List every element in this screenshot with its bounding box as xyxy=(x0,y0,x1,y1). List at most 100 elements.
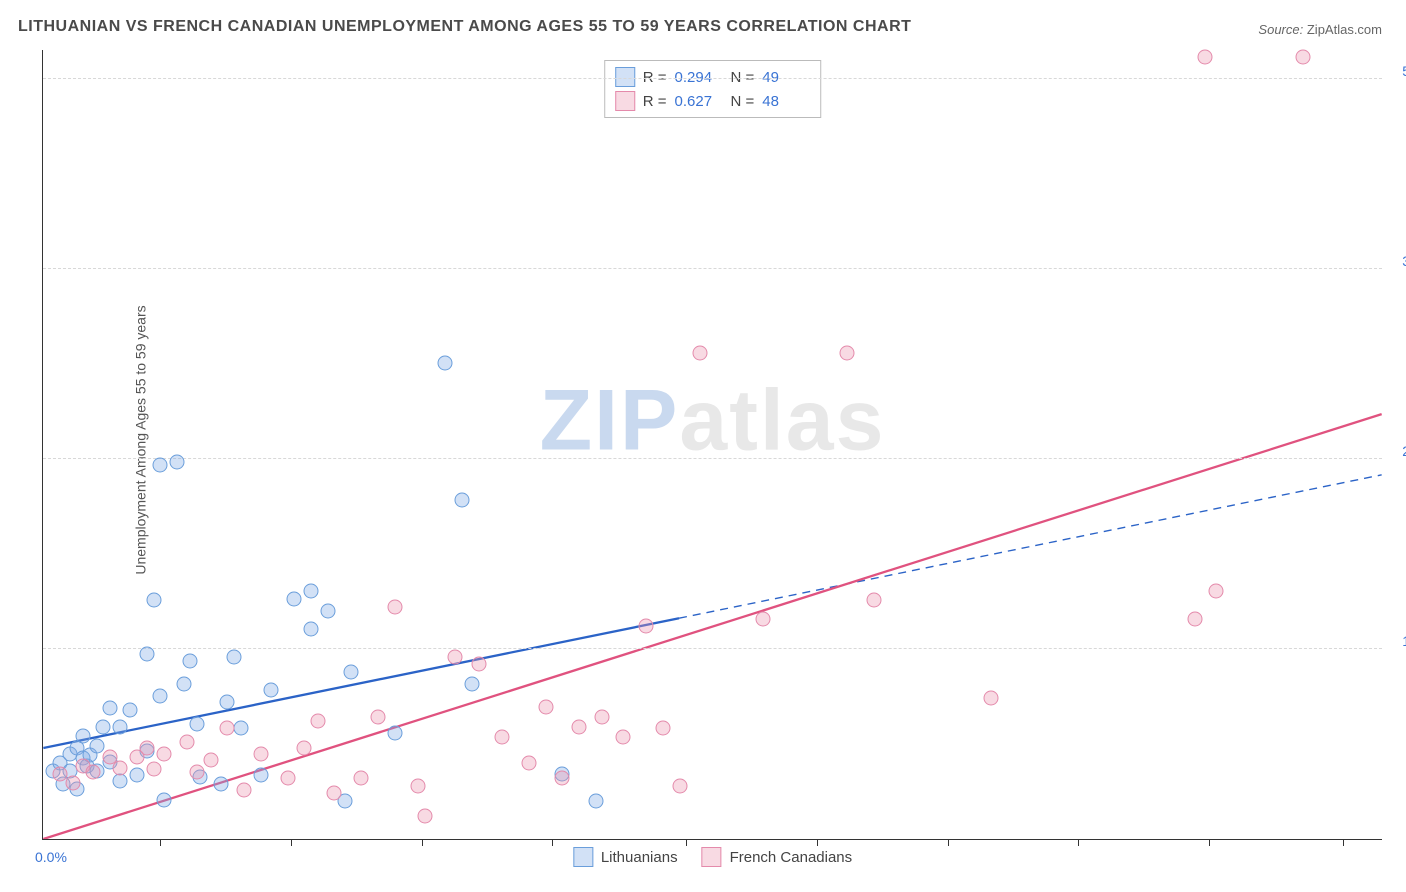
data-point xyxy=(521,756,536,771)
stats-legend: R = 0.294 N = 49 R = 0.627 N = 48 xyxy=(604,60,822,118)
r-label: R = xyxy=(643,93,667,110)
data-point xyxy=(76,728,91,743)
data-point xyxy=(438,356,453,371)
data-point xyxy=(494,730,509,745)
chart-title: LITHUANIAN VS FRENCH CANADIAN UNEMPLOYME… xyxy=(18,18,911,36)
data-point xyxy=(203,753,218,768)
legend-item: French Canadians xyxy=(702,847,853,867)
legend-label: French Canadians xyxy=(730,849,853,866)
source-attribution: Source: ZipAtlas.com xyxy=(1258,22,1382,37)
data-point xyxy=(226,649,241,664)
n-label: N = xyxy=(731,93,755,110)
data-point xyxy=(639,619,654,634)
x-tick xyxy=(686,839,687,846)
data-point xyxy=(176,677,191,692)
data-point xyxy=(692,345,707,360)
n-value: 48 xyxy=(762,93,810,110)
data-point xyxy=(387,725,402,740)
data-point xyxy=(253,768,268,783)
data-point xyxy=(310,713,325,728)
legend-swatch xyxy=(573,847,593,867)
data-point xyxy=(756,611,771,626)
n-value: 49 xyxy=(762,69,810,86)
r-value: 0.627 xyxy=(675,93,723,110)
x-tick xyxy=(817,839,818,846)
data-point xyxy=(220,695,235,710)
x-tick xyxy=(160,839,161,846)
data-point xyxy=(417,809,432,824)
watermark: ZIPatlas xyxy=(540,371,886,470)
data-point xyxy=(538,699,553,714)
gridline xyxy=(43,268,1382,269)
data-point xyxy=(103,701,118,716)
r-value: 0.294 xyxy=(675,69,723,86)
data-point xyxy=(220,721,235,736)
data-point xyxy=(113,774,128,789)
data-point xyxy=(344,664,359,679)
data-point xyxy=(840,345,855,360)
watermark-part2: atlas xyxy=(679,372,885,468)
x-tick xyxy=(1343,839,1344,846)
data-point xyxy=(411,778,426,793)
gridline xyxy=(43,648,1382,649)
x-tick xyxy=(422,839,423,846)
r-label: R = xyxy=(643,69,667,86)
data-point xyxy=(123,702,138,717)
data-point xyxy=(615,730,630,745)
x-tick xyxy=(948,839,949,846)
watermark-part1: ZIP xyxy=(540,372,680,468)
data-point xyxy=(387,599,402,614)
legend-label: Lithuanians xyxy=(601,849,678,866)
data-point xyxy=(233,721,248,736)
legend-item: Lithuanians xyxy=(573,847,678,867)
data-point xyxy=(1208,584,1223,599)
data-point xyxy=(180,734,195,749)
data-point xyxy=(1188,611,1203,626)
data-point xyxy=(371,710,386,725)
data-point xyxy=(129,768,144,783)
data-point xyxy=(304,584,319,599)
source-label: Source: xyxy=(1258,22,1303,37)
data-point xyxy=(156,792,171,807)
n-label: N = xyxy=(731,69,755,86)
data-point xyxy=(146,593,161,608)
data-point xyxy=(588,794,603,809)
x-tick xyxy=(1078,839,1079,846)
legend-swatch xyxy=(702,847,722,867)
data-point xyxy=(153,689,168,704)
gridline xyxy=(43,458,1382,459)
data-point xyxy=(595,710,610,725)
data-point xyxy=(113,719,128,734)
legend-swatch xyxy=(615,67,635,87)
scatter-plot: ZIPatlas R =0.294N =49R =0.627N =48 Lith… xyxy=(42,50,1382,840)
data-point xyxy=(89,739,104,754)
x-tick xyxy=(291,839,292,846)
data-point xyxy=(139,646,154,661)
gridline xyxy=(43,78,1382,79)
data-point xyxy=(190,765,205,780)
data-point xyxy=(464,677,479,692)
data-point xyxy=(139,740,154,755)
stats-legend-row: R = 0.627 N = 48 xyxy=(615,89,811,113)
y-tick-label: 25.0% xyxy=(1387,443,1406,459)
data-point xyxy=(66,775,81,790)
y-tick-label: 50.0% xyxy=(1387,63,1406,79)
data-point xyxy=(52,766,67,781)
data-point xyxy=(190,716,205,731)
data-point xyxy=(454,493,469,508)
data-point xyxy=(320,604,335,619)
data-point xyxy=(253,746,268,761)
source-value: ZipAtlas.com xyxy=(1307,22,1382,37)
data-point xyxy=(170,455,185,470)
data-point xyxy=(113,760,128,775)
data-point xyxy=(280,771,295,786)
data-point xyxy=(327,786,342,801)
data-point xyxy=(655,721,670,736)
y-tick-label: 37.5% xyxy=(1387,253,1406,269)
data-point xyxy=(146,762,161,777)
data-point xyxy=(1295,49,1310,64)
data-point xyxy=(448,649,463,664)
data-point xyxy=(96,719,111,734)
legend-swatch xyxy=(615,91,635,111)
data-point xyxy=(153,458,168,473)
